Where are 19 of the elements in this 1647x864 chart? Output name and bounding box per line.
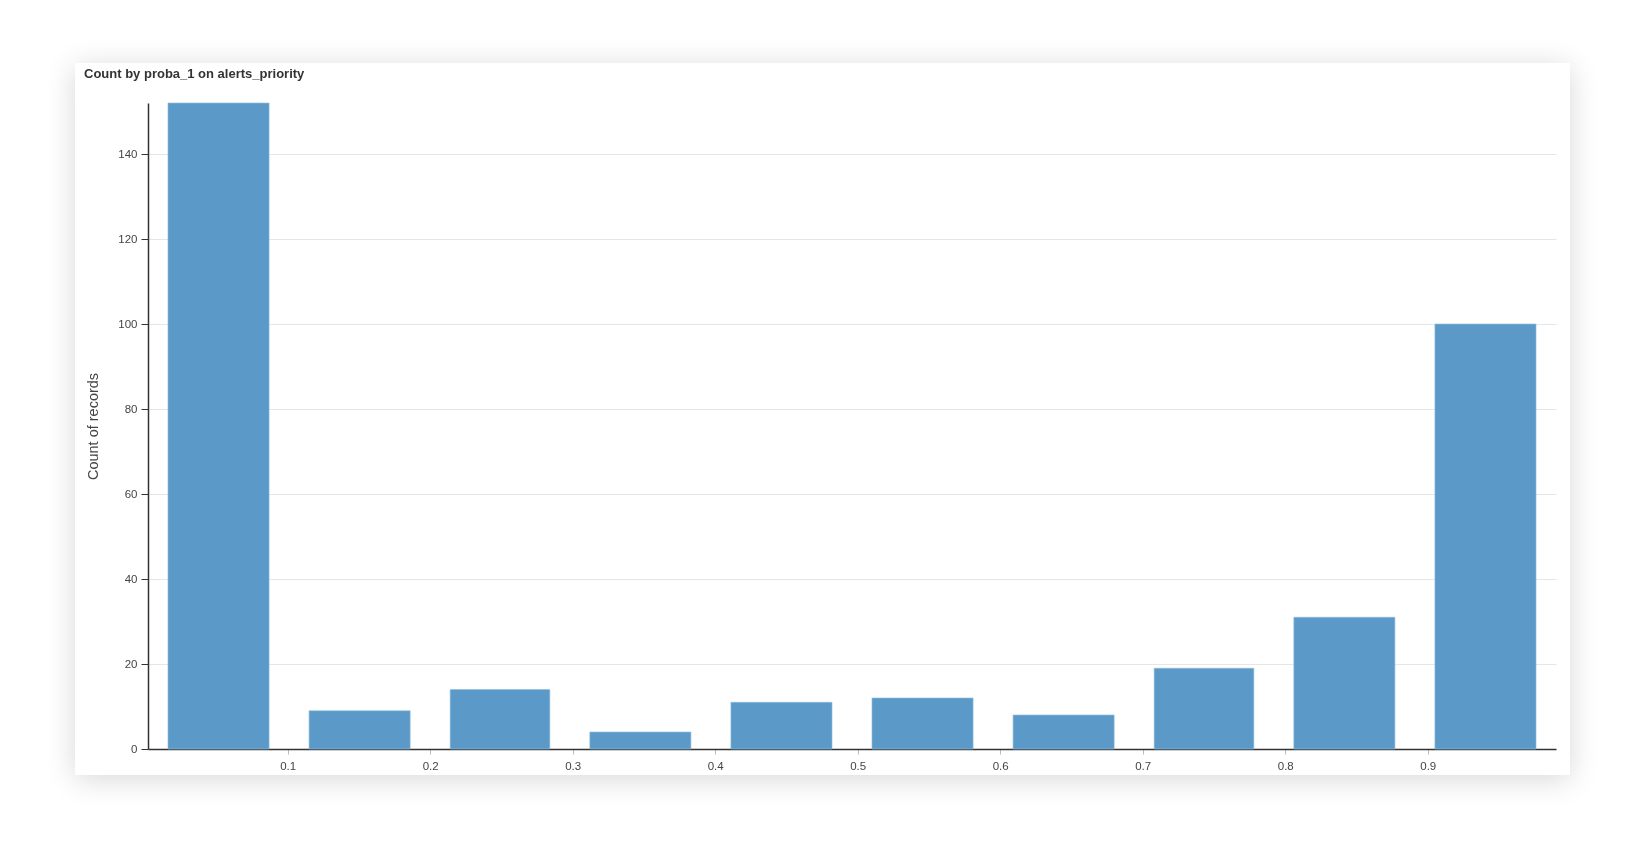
y-tick-label: 60	[124, 487, 138, 500]
y-tick-label: 20	[124, 657, 138, 670]
x-tick-label: 0.8	[1277, 759, 1294, 772]
x-tick-label: 0.3	[565, 759, 582, 772]
x-tick-label: 0.2	[422, 759, 439, 772]
y-tick-label: 0	[131, 742, 138, 755]
y-tick-label: 140	[118, 147, 138, 160]
chart-title: Count by proba_1 on alerts_priority	[84, 65, 306, 81]
x-tick-label: 0.6	[992, 759, 1009, 772]
x-tick-label: 0.1	[280, 759, 297, 772]
y-tick-label: 100	[118, 317, 138, 330]
x-tick-label: 0.9	[1420, 759, 1437, 772]
y-tick-label: 120	[118, 232, 138, 245]
x-tick-label: 0.5	[850, 759, 867, 772]
y-axis-title: Count of records	[84, 372, 101, 481]
x-tick-label: 0.4	[707, 759, 725, 772]
y-tick-label: 80	[124, 402, 138, 415]
x-tick-label: 0.7	[1135, 759, 1152, 772]
y-tick-label: 40	[124, 572, 138, 585]
